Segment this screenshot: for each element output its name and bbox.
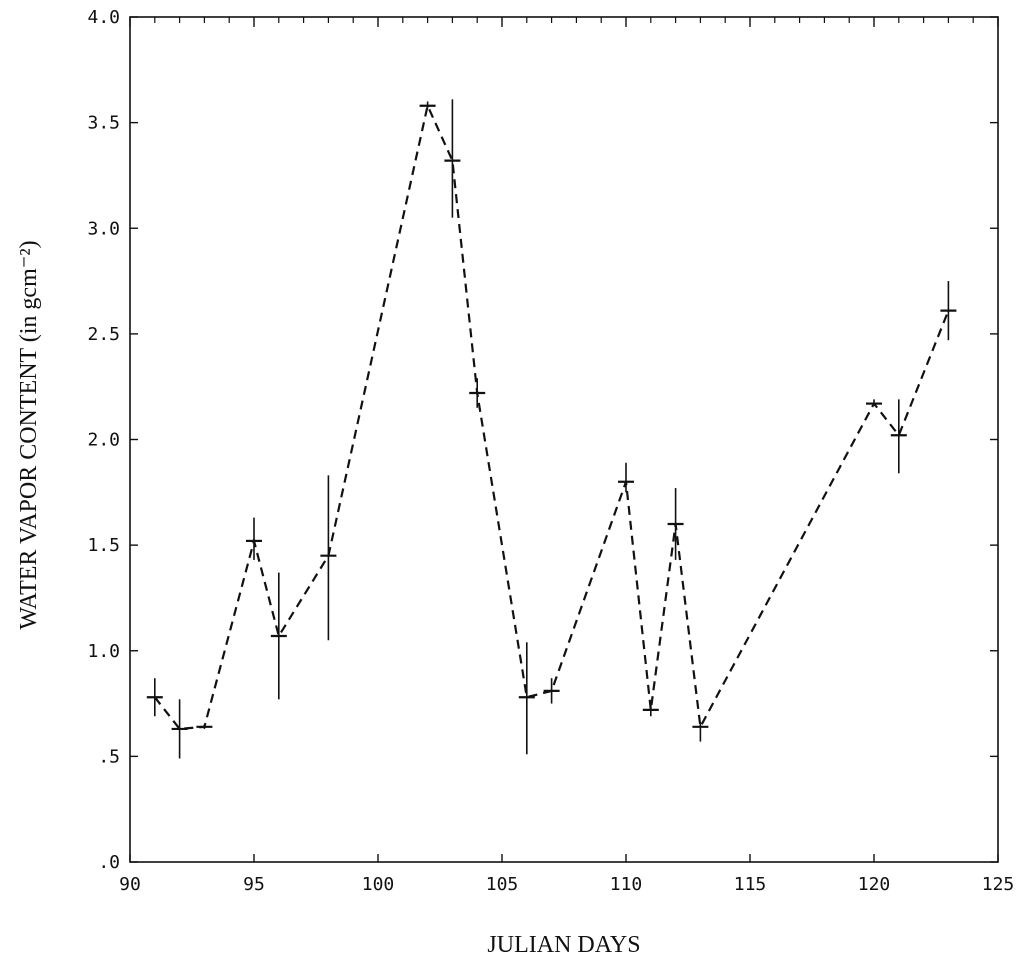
y-tick-labels: .0 .5 1.0 1.5 2.0 2.5 3.0 3.5 4.0	[87, 7, 120, 873]
x-axis-title: JULIAN DAYS	[487, 932, 640, 958]
y-axis-title: WATER VAPOR CONTENT (in gcm⁻²)	[16, 240, 42, 629]
y-tick-label: 2.5	[87, 324, 120, 345]
plot-frame	[129, 16, 999, 863]
x-tick-label: 120	[858, 874, 891, 895]
y-tick-label: 4.0	[87, 7, 120, 28]
x-tick-label: 115	[734, 874, 767, 895]
x-tick-labels: 90 95 100 105 110 115 120 125	[119, 874, 1014, 895]
x-tick-label: 95	[243, 874, 265, 895]
x-tick-label: 100	[362, 874, 395, 895]
minor-ticks	[154, 17, 974, 23]
x-tick-label: 105	[486, 874, 519, 895]
series-line	[153, 102, 950, 731]
error-bars	[154, 99, 950, 759]
y-tick-label: .0	[98, 852, 120, 873]
x-tick-label: 125	[982, 874, 1015, 895]
y-tick-label: 1.5	[87, 535, 120, 556]
y-tick-label: 1.0	[87, 641, 120, 662]
y-tick-label: 3.0	[87, 218, 120, 239]
data-points	[146, 104, 957, 731]
y-tick-label: 3.5	[87, 113, 120, 134]
y-tick-label: .5	[98, 746, 120, 767]
major-ticks	[129, 16, 999, 863]
x-tick-label: 110	[610, 874, 643, 895]
y-tick-label: 2.0	[87, 430, 120, 451]
x-tick-label: 90	[119, 874, 141, 895]
